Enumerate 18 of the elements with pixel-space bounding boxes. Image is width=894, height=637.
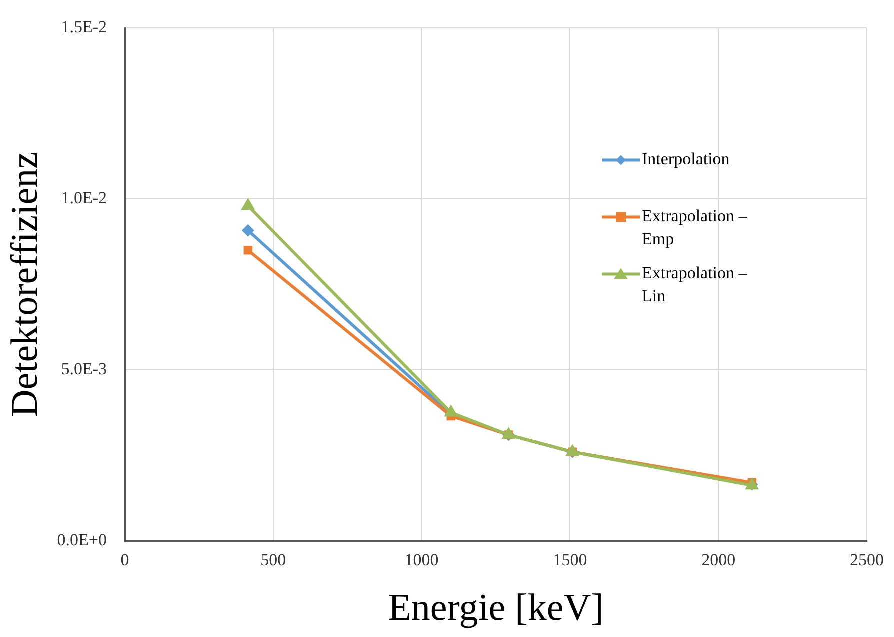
x-axis-title: Energie [keV] <box>388 587 604 630</box>
point <box>242 224 254 237</box>
y-tick-label: 5.0E-3 <box>61 360 107 379</box>
x-tick-label: 1500 <box>553 550 588 570</box>
legend-label: Interpolation <box>642 150 730 169</box>
x-tick-label: 0 <box>120 550 130 570</box>
y-tick-label: 1.5E-2 <box>61 18 107 37</box>
y-tick-label: 1.0E-2 <box>61 188 107 208</box>
x-tick-label: 500 <box>260 550 286 570</box>
point <box>244 246 253 255</box>
x-tick-label: 2500 <box>850 550 884 570</box>
y-axis-title: Detektoreffizienz <box>4 152 46 418</box>
legend-label: Extrapolation – Lin <box>642 264 748 306</box>
x-tick-label: 1000 <box>404 550 439 570</box>
x-tick-label: 2000 <box>702 550 736 570</box>
y-tick-label: 0.0E+0 <box>57 530 107 550</box>
legend-label: Extrapolation – Emp <box>642 206 748 249</box>
point <box>444 405 458 417</box>
